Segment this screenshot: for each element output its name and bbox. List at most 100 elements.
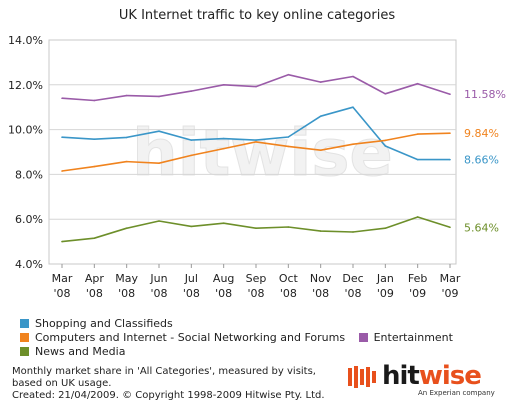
data-point	[190, 139, 193, 141]
legend-label: News and Media	[35, 345, 126, 358]
data-point	[319, 149, 322, 152]
x-tick-label: Oct	[279, 272, 299, 285]
x-tick-label: '08	[183, 287, 200, 300]
footer-line: Created: 21/04/2009. © Copyright 1998-20…	[12, 390, 325, 401]
legend-label: Entertainment	[373, 331, 453, 344]
data-point	[93, 237, 96, 240]
data-point	[125, 160, 128, 163]
data-point	[416, 216, 419, 218]
chart-title: UK Internet traffic to key online catego…	[118, 8, 396, 23]
data-point	[384, 227, 387, 229]
legend-item-news: News and Media	[20, 345, 125, 359]
x-tick-label: Jun	[149, 272, 167, 285]
data-point	[158, 130, 160, 132]
x-tick-label: Mar	[440, 272, 461, 285]
x-tick-label: Jan	[376, 272, 394, 285]
data-point	[255, 141, 257, 143]
footer-note: Monthly market share in 'All Categories'…	[12, 366, 325, 402]
legend-swatch	[358, 333, 368, 342]
end-value-label: 8.66%	[464, 154, 499, 167]
data-point	[255, 227, 257, 229]
data-point	[449, 132, 451, 134]
data-point	[287, 226, 290, 228]
data-point	[190, 154, 193, 157]
data-point	[352, 231, 354, 233]
data-point	[319, 115, 322, 117]
data-point	[158, 220, 160, 222]
data-point	[384, 145, 387, 147]
y-tick-label: 8.0%	[15, 168, 43, 181]
x-tick-label: Apr	[85, 272, 105, 285]
x-tick-label: '08	[53, 287, 70, 300]
legend-row: Computers and Internet - Social Networki…	[20, 331, 463, 345]
x-tick-label: '08	[312, 287, 329, 300]
legend-label: Computers and Internet - Social Networki…	[35, 331, 346, 344]
data-point	[416, 158, 419, 161]
data-point	[61, 136, 63, 139]
x-tick-label: May	[115, 272, 138, 285]
x-tick-label: '08	[280, 287, 297, 300]
logo-tagline: An Experian company	[418, 389, 495, 397]
x-tick-label: '09	[441, 287, 458, 300]
x-tick-label: Feb	[408, 272, 427, 285]
logo-stripes-icon	[348, 366, 376, 388]
legend-item-entertainment: Entertainment	[358, 331, 453, 345]
x-tick-label: Mar	[52, 272, 73, 285]
footer-line: based on UK usage.	[12, 378, 112, 389]
hitwise-logo: hitwise An Experian company	[348, 361, 498, 398]
data-point	[384, 92, 387, 95]
legend-swatch	[20, 347, 29, 356]
data-point	[190, 90, 193, 92]
end-value-label: 11.58%	[464, 88, 506, 101]
data-point	[352, 106, 354, 108]
y-tick-label: 6.0%	[15, 213, 43, 226]
data-point	[255, 139, 257, 141]
data-point	[125, 136, 128, 139]
x-tick-label: '09	[409, 287, 426, 300]
data-point	[158, 162, 160, 164]
legend-row: Shopping and Classifieds	[20, 317, 463, 331]
x-tick-label: Nov	[310, 272, 332, 285]
end-value-label: 5.64%	[464, 221, 499, 234]
legend-item-shopping: Shopping and Classifieds	[20, 317, 173, 331]
data-point	[287, 136, 290, 138]
data-point	[222, 222, 225, 225]
end-value-label: 9.84%	[464, 127, 499, 140]
data-point	[416, 82, 419, 85]
data-point	[352, 143, 354, 145]
x-tick-label: '08	[118, 287, 135, 300]
x-tick-label: '08	[86, 287, 103, 300]
logo-word-a: hit	[382, 361, 420, 391]
x-tick-label: Jul	[184, 272, 198, 285]
data-point	[222, 137, 225, 140]
x-tick-label: Dec	[342, 272, 363, 285]
data-point	[93, 99, 96, 102]
data-point	[222, 84, 225, 86]
data-point	[190, 225, 193, 228]
x-tick-label: '08	[215, 287, 232, 300]
legend-swatch	[20, 319, 29, 328]
legend-label: Shopping and Classifieds	[35, 317, 173, 330]
logo-word-b: wise	[418, 361, 482, 391]
data-point	[287, 73, 290, 76]
data-point	[287, 145, 290, 148]
data-point	[158, 95, 160, 98]
legend-item-computers: Computers and Internet - Social Networki…	[20, 331, 345, 345]
data-point	[449, 226, 451, 229]
footer-line: Monthly market share in 'All Categories'…	[12, 366, 316, 377]
legend: Shopping and Classifieds Computers and I…	[20, 317, 463, 359]
y-tick-label: 4.0%	[15, 258, 43, 271]
data-point	[319, 230, 322, 232]
watermark: hitwise	[132, 117, 393, 191]
y-tick-label: 14.0%	[8, 34, 43, 47]
data-point	[416, 133, 419, 135]
data-point	[61, 170, 63, 172]
data-point	[93, 165, 96, 168]
data-point	[449, 93, 451, 96]
x-tick-label: Aug	[213, 272, 234, 285]
x-tick-label: '09	[377, 287, 394, 300]
legend-row: News and Media	[20, 345, 463, 359]
data-point	[61, 240, 63, 243]
legend-swatch	[20, 333, 29, 342]
logo-wordmark: hitwise	[382, 361, 482, 391]
